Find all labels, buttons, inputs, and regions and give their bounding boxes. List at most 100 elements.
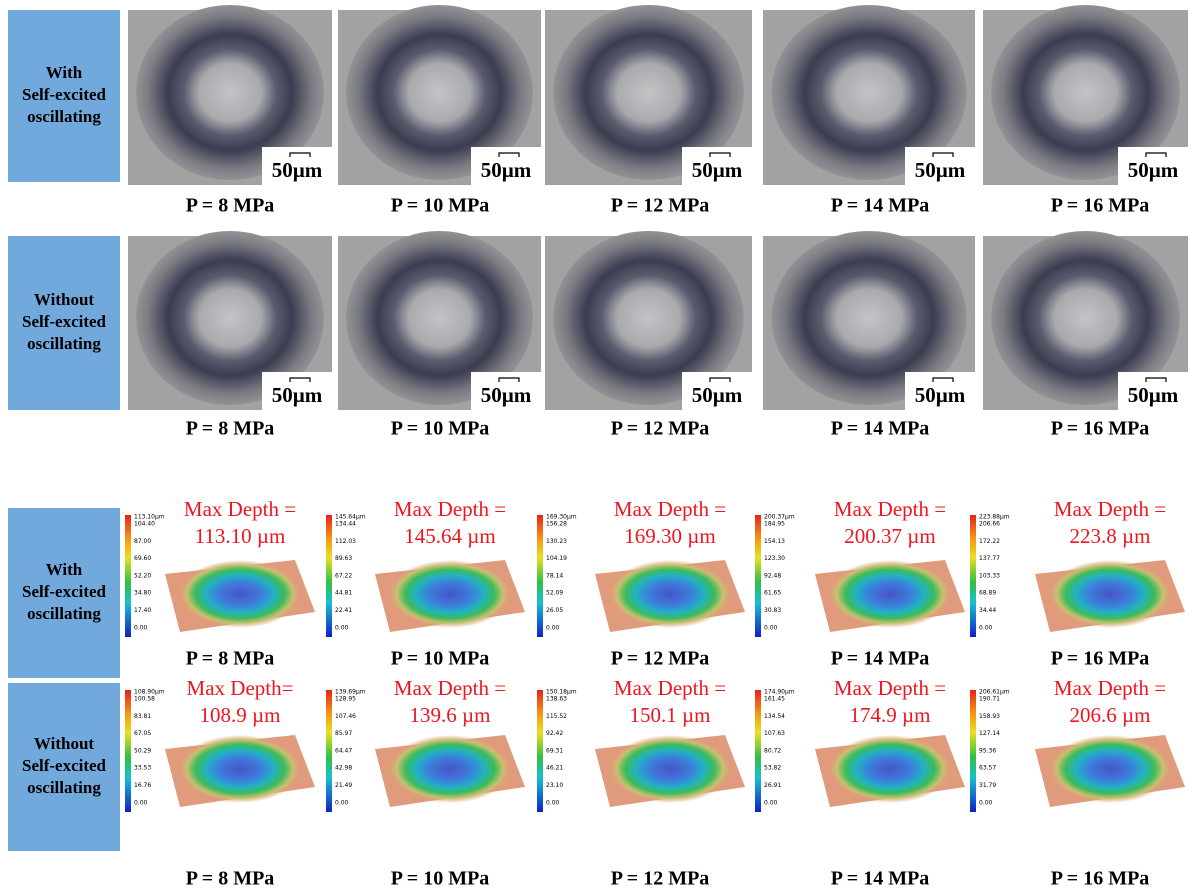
row-label: oscillating bbox=[27, 107, 101, 126]
row-label: Self-excited bbox=[22, 756, 107, 775]
panel-caption: P = 14 MPa bbox=[831, 868, 930, 890]
crater bbox=[178, 735, 302, 803]
colorbar-label: 95.36 bbox=[979, 747, 996, 754]
colorbar-label: 103.33 bbox=[979, 572, 1000, 579]
colorbar-label: 52.20 bbox=[134, 572, 151, 579]
scale-label: 50µm bbox=[692, 383, 743, 407]
colorbar-label: 67.05 bbox=[134, 730, 151, 737]
crater bbox=[608, 560, 732, 628]
crater bbox=[388, 735, 512, 803]
panel-caption: P = 8 MPa bbox=[186, 418, 275, 440]
colorbar bbox=[326, 515, 332, 637]
colorbar-label: 200.37µm bbox=[764, 514, 795, 521]
panel-caption: P = 12 MPa bbox=[611, 418, 710, 440]
colorbar-label: 145.64µm bbox=[335, 514, 366, 521]
panel-caption: P = 16 MPa bbox=[1051, 195, 1150, 217]
scale-label: 50µm bbox=[481, 383, 532, 407]
colorbar bbox=[125, 515, 131, 637]
max-depth: Max Depth = bbox=[834, 676, 946, 700]
colorbar-label: 33.53 bbox=[134, 765, 151, 772]
panel-caption: P = 16 MPa bbox=[1051, 868, 1150, 890]
colorbar-label: 0.00 bbox=[764, 624, 778, 631]
max-depth: 150.1 µm bbox=[630, 703, 711, 727]
crater bbox=[1048, 735, 1172, 803]
colorbar-label: 78.14 bbox=[546, 572, 563, 579]
colorbar-label: 87.00 bbox=[134, 538, 151, 545]
colorbar-label: 34.80 bbox=[134, 590, 151, 597]
colorbar-label: 46.21 bbox=[546, 765, 563, 772]
colorbar-label: 107.63 bbox=[764, 730, 785, 737]
row-label: Without bbox=[34, 734, 94, 753]
colorbar-label: 0.00 bbox=[134, 799, 148, 806]
colorbar-label: 134.44 bbox=[335, 521, 356, 528]
max-depth: Max Depth = bbox=[834, 497, 946, 521]
colorbar bbox=[970, 690, 976, 812]
colorbar-label: 69.60 bbox=[134, 555, 151, 562]
scale-label: 50µm bbox=[272, 383, 323, 407]
panel-caption: P = 8 MPa bbox=[186, 868, 275, 890]
max-depth: Max Depth = bbox=[184, 497, 296, 521]
scale-label: 50µm bbox=[915, 383, 966, 407]
colorbar-label: 92.42 bbox=[546, 730, 563, 737]
colorbar-label: 107.46 bbox=[335, 713, 356, 720]
panel-caption: P = 10 MPa bbox=[391, 648, 490, 670]
crater bbox=[608, 735, 732, 803]
colorbar bbox=[970, 515, 976, 637]
row-label: oscillating bbox=[27, 604, 101, 623]
colorbar-label: 92.48 bbox=[764, 572, 781, 579]
colorbar-label: 169.30µm bbox=[546, 514, 577, 521]
colorbar bbox=[755, 690, 761, 812]
row-label: Self-excited bbox=[22, 582, 107, 601]
max-depth: Max Depth = bbox=[614, 676, 726, 700]
scale-label: 50µm bbox=[272, 158, 323, 182]
colorbar-label: 206.61µm bbox=[979, 689, 1010, 696]
max-depth: Max Depth = bbox=[614, 497, 726, 521]
colorbar-label: 83.81 bbox=[134, 713, 151, 720]
panel-caption: P = 10 MPa bbox=[391, 195, 490, 217]
panel-caption: P = 12 MPa bbox=[611, 868, 710, 890]
crater bbox=[178, 560, 302, 628]
colorbar-label: 127.14 bbox=[979, 730, 1000, 737]
scale-label: 50µm bbox=[915, 158, 966, 182]
scale-label: 50µm bbox=[481, 158, 532, 182]
colorbar-label: 80.72 bbox=[764, 747, 781, 754]
colorbar bbox=[537, 690, 543, 812]
colorbar-label: 61.65 bbox=[764, 590, 781, 597]
colorbar-label: 184.95 bbox=[764, 521, 785, 528]
panel-caption: P = 12 MPa bbox=[611, 648, 710, 670]
colorbar-label: 138.63 bbox=[546, 696, 567, 703]
colorbar-label: 158.93 bbox=[979, 713, 1000, 720]
colorbar-label: 34.44 bbox=[979, 607, 996, 614]
colorbar-label: 26.05 bbox=[546, 607, 563, 614]
colorbar-label: 161.45 bbox=[764, 696, 785, 703]
colorbar-label: 21.49 bbox=[335, 782, 352, 789]
colorbar-label: 150.18µm bbox=[546, 689, 577, 696]
colorbar-label: 22.41 bbox=[335, 607, 352, 614]
panel-caption: P = 8 MPa bbox=[186, 648, 275, 670]
max-depth: Max Depth = bbox=[1054, 676, 1166, 700]
colorbar-label: 0.00 bbox=[335, 624, 349, 631]
colorbar-label: 0.00 bbox=[546, 799, 560, 806]
colorbar-label: 113.10µm bbox=[134, 514, 165, 521]
max-depth: 108.9 µm bbox=[200, 703, 281, 727]
colorbar-label: 0.00 bbox=[134, 624, 148, 631]
colorbar-label: 190.71 bbox=[979, 696, 1000, 703]
panel-caption: P = 14 MPa bbox=[831, 648, 930, 670]
colorbar-label: 130.23 bbox=[546, 538, 567, 545]
scale-label: 50µm bbox=[1128, 383, 1179, 407]
colorbar-label: 104.40 bbox=[134, 521, 155, 528]
max-depth: 113.10 µm bbox=[195, 524, 286, 548]
max-depth: 223.8 µm bbox=[1070, 524, 1151, 548]
colorbar-label: 85.97 bbox=[335, 730, 352, 737]
colorbar-label: 30.83 bbox=[764, 607, 781, 614]
colorbar-label: 23.10 bbox=[546, 782, 563, 789]
colorbar-label: 0.00 bbox=[335, 799, 349, 806]
colorbar-label: 26.91 bbox=[764, 782, 781, 789]
row-label: Without bbox=[34, 290, 94, 309]
colorbar-label: 134.54 bbox=[764, 713, 785, 720]
crater bbox=[388, 560, 512, 628]
colorbar-label: 104.19 bbox=[546, 555, 567, 562]
colorbar-label: 100.58 bbox=[134, 696, 155, 703]
max-depth: Max Depth = bbox=[394, 497, 506, 521]
colorbar-label: 206.66 bbox=[979, 521, 1000, 528]
